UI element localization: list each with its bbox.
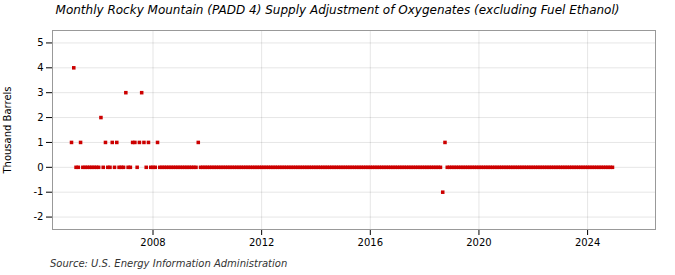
svg-text:2: 2 [37,112,43,123]
svg-text:-2: -2 [34,211,44,222]
svg-text:5: 5 [37,37,43,48]
html-text:Monthly Rocky Mountain (PADD 4: Monthly Rocky Mountain (PADD 4) Supply A… [55,3,620,17]
html-text:Source: U.S. Energy Informatio: Source: U.S. Energy Information Administ… [50,258,288,269]
svg-text:2020: 2020 [466,237,491,248]
svg-text:0: 0 [37,162,43,173]
svg-text:1: 1 [37,137,43,148]
svg-text:2008: 2008 [140,237,165,248]
svg-text:-1: -1 [34,186,44,197]
svg-text:3: 3 [37,87,43,98]
svg-text:Thousand Barrels: Thousand Barrels [2,86,13,174]
svg-text:2016: 2016 [358,237,383,248]
svg-text:2012: 2012 [249,237,274,248]
svg-text:4: 4 [37,62,43,73]
svg-text:2024: 2024 [575,237,600,248]
